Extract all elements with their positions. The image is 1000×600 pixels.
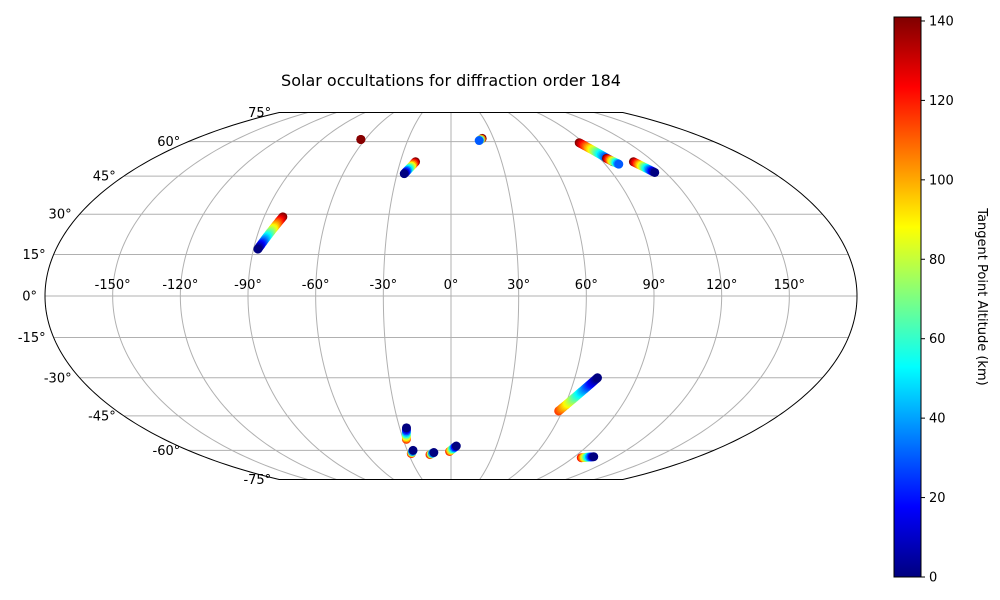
- colorbar-tick-label: 140: [929, 14, 954, 29]
- data-point: [429, 448, 439, 458]
- longitude-tick-label: -60°: [302, 278, 330, 293]
- longitude-tick-label: 150°: [774, 278, 805, 293]
- latitude-tick-label: 45°: [93, 170, 116, 185]
- data-point: [408, 445, 418, 455]
- data-point: [589, 452, 599, 462]
- longitude-tick-labels: -150° -120° -90° -60° -30° 0° 30° 60° 90° 120° 150…: [95, 278, 805, 293]
- latitude-tick-label: -15°: [18, 331, 46, 346]
- longitude-tick-label: -120°: [162, 278, 198, 293]
- colorbar-tick-label: 0: [929, 571, 937, 586]
- colorbar-ticks: 0 20 40 60 80 100 120 140: [921, 14, 954, 586]
- latitude-tick-label: 15°: [23, 248, 46, 263]
- data-point: [356, 134, 366, 144]
- data-point: [451, 441, 461, 451]
- data-point: [399, 169, 409, 179]
- colorbar-tick-label: 20: [929, 491, 946, 506]
- map-boundary: [44, 112, 858, 480]
- latitude-tick-label: 0°: [22, 290, 37, 305]
- data-point: [253, 244, 263, 254]
- data-point: [401, 423, 411, 433]
- data-point: [474, 136, 484, 146]
- colorbar-tick-label: 40: [929, 412, 946, 427]
- longitude-tick-label: -90°: [234, 278, 262, 293]
- longitude-tick-label: -30°: [369, 278, 397, 293]
- colorbar-tick-label: 80: [929, 253, 946, 268]
- colorbar-tick-label: 120: [929, 94, 954, 109]
- longitude-tick-label: 120°: [706, 278, 737, 293]
- chart-title: Solar occultations for diffraction order…: [281, 71, 621, 90]
- data-point: [614, 159, 624, 169]
- latitude-tick-label: -30°: [44, 371, 72, 386]
- colorbar-label: Tangent Point Altitude (km): [974, 207, 989, 385]
- data-point: [593, 373, 602, 383]
- colorbar-tick-label: 100: [929, 173, 954, 188]
- latitude-tick-label: -60°: [153, 444, 181, 459]
- map-outline: [44, 112, 858, 480]
- latitude-tick-labels: 75° 60° 45° 30° 15° 0° -15° -30° -45° -60° -75°: [18, 106, 271, 488]
- colorbar-gradient: [893, 16, 922, 578]
- longitude-tick-label: 90°: [642, 278, 665, 293]
- latitude-tick-label: -75°: [243, 473, 271, 488]
- longitude-tick-label: 60°: [575, 278, 598, 293]
- colorbar-tick-label: 60: [929, 332, 946, 347]
- longitude-tick-label: 30°: [507, 278, 530, 293]
- longitude-tick-label: 0°: [444, 278, 459, 293]
- latitude-tick-label: 60°: [157, 135, 180, 150]
- data-points: [253, 133, 660, 463]
- latitude-tick-label: 75°: [248, 106, 271, 121]
- longitude-tick-label: -150°: [95, 278, 131, 293]
- latitude-tick-label: 30°: [49, 208, 72, 223]
- data-point: [650, 167, 660, 177]
- map-grid: [45, 112, 857, 480]
- colorbar: 0 20 40 60 80 100 120 140 Tangent Point Altitud…: [893, 14, 989, 586]
- latitude-tick-label: -45°: [88, 409, 116, 424]
